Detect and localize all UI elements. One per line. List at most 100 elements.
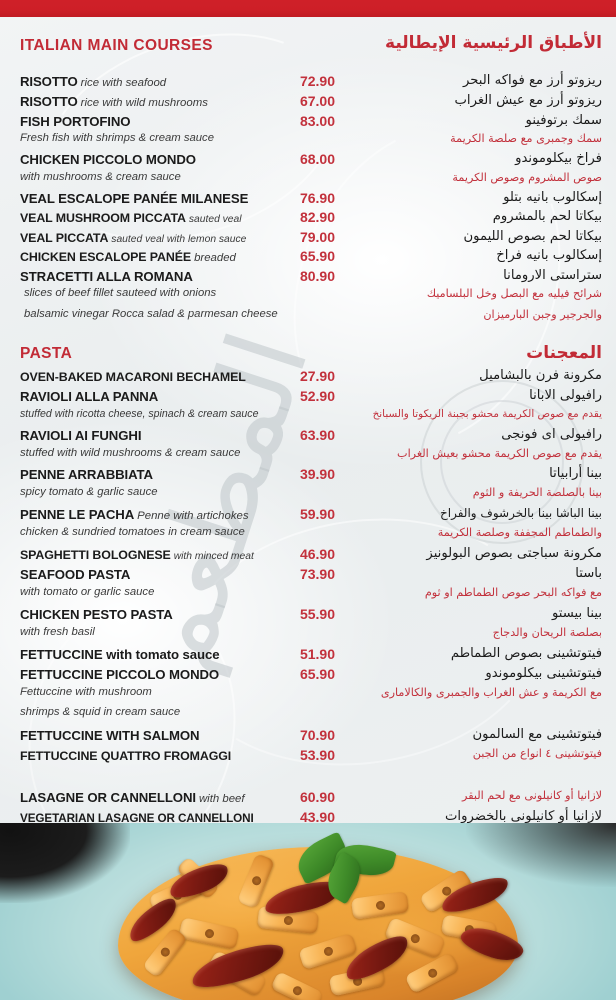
menu-row[interactable]: RAVIOLI AI FUNGHI 63.90 <box>20 428 335 448</box>
item-desc-inline: rice with seafood <box>80 77 167 89</box>
item-name-arabic: لازانيا أو كانيلونى بالخضروات <box>445 809 602 824</box>
menu-row[interactable]: OVEN-BAKED MACARONI BECHAMEL 27.90 <box>20 369 335 389</box>
item-name: OVEN-BAKED MACARONI BECHAMEL <box>20 370 246 384</box>
menu-row[interactable]: VEAL PICCATA sauted veal with lemon sauce… <box>20 230 335 249</box>
item-name-arabic: ريزوتو أرز مع عيش الغراب <box>454 93 602 108</box>
menu-row[interactable]: SPAGHETTI BOLOGNESE with minced meat 46.9… <box>20 547 335 567</box>
item-name-group: STRACETTI ALLA ROMANA <box>20 269 277 285</box>
menu-row[interactable]: FETTUCCINE PICCOLO MONDO 65.90 <box>20 667 335 687</box>
item-description: balsamic vinegar Rocca salad & parmesan … <box>24 308 278 320</box>
item-name: RISOTTO <box>20 94 78 109</box>
item-description-arabic <box>340 707 602 728</box>
item-name-arabic: مكرونة سباجتى بصوص البولونيز <box>426 546 602 561</box>
menu-row[interactable]: FETTUCCINE WITH SALMON 70.90 <box>20 728 335 748</box>
menu-row[interactable]: VEGETARIAN LASAGNE OR CANNELLONI 43.90 <box>20 810 335 830</box>
english-column: ITALIAN MAIN COURSES RISOTTO rice with se… <box>20 17 335 830</box>
item-name: VEAL MUSHROOM PICCATA <box>20 211 186 225</box>
item-name: FETTUCCINE QUATTRO FROMAGGI <box>20 749 232 763</box>
arabic-column: الأطباق الرئيسية الإيطالية ريزوتو أرز مع… <box>340 17 602 830</box>
item-desc-inline: breaded <box>194 252 236 264</box>
item-name-group: OVEN-BAKED MACARONI BECHAMEL <box>20 369 277 385</box>
menu-row[interactable]: VEAL MUSHROOM PICCATA sauted veal 82.90 <box>20 210 335 230</box>
menu-row[interactable]: PENNE LE PACHA Penne with artichokes 59.9… <box>20 507 335 527</box>
menu-row[interactable]: VEAL ESCALOPE PANÉE MILANESE 76.90 <box>20 191 335 210</box>
item-name-group: PENNE LE PACHA Penne with artichokes <box>20 507 277 523</box>
item-price: 68.00 <box>299 151 335 167</box>
item-name: CHICKEN PESTO PASTA <box>20 607 173 622</box>
item-name-arabic: بينا الباشا بينا بالخرشوف والفراخ <box>440 506 602 520</box>
photo-shadow-right <box>466 823 616 887</box>
item-desc-inline: sauted veal with lemon sauce <box>111 234 247 245</box>
item-name: FETTUCCINE PICCOLO MONDO <box>20 667 220 682</box>
item-name-group: RISOTTO rice with seafood <box>20 74 277 90</box>
item-price: 46.90 <box>299 546 335 562</box>
item-name-group: FETTUCCINE with tomato sauce <box>20 647 277 663</box>
item-price: 67.00 <box>299 93 335 109</box>
item-name-arabic: فيتوتشينى ٤ انواع من الجبن <box>472 747 602 760</box>
menu-row[interactable]: STRACETTI ALLA ROMANA 80.90 <box>20 269 335 288</box>
section-title-pasta-arabic: المعجنات <box>526 343 602 363</box>
pasta-photo <box>0 823 616 1000</box>
item-name: VEAL ESCALOPE PANÉE MILANESE <box>20 191 249 206</box>
item-price: 51.90 <box>299 646 335 662</box>
item-name-arabic: إسكالوب بانيه فراخ <box>496 248 602 263</box>
item-name: PENNE LE PACHA <box>20 507 135 522</box>
item-price: 53.90 <box>299 747 335 763</box>
section-title-italian-main-courses: ITALIAN MAIN COURSES <box>20 37 213 54</box>
item-name-arabic: سمك برتوفينو <box>525 113 603 128</box>
menu-row[interactable]: CHICKEN PICCOLO MONDO 68.00 <box>20 152 335 172</box>
menu-row[interactable]: FETTUCCINE QUATTRO FROMAGGI 53.90 <box>20 748 335 768</box>
item-name-group: CHICKEN PICCOLO MONDO <box>20 152 277 168</box>
menu-row[interactable]: SEAFOOD PASTA 73.90 <box>20 567 335 587</box>
item-price: 55.90 <box>299 606 335 622</box>
item-name-group: CHICKEN PESTO PASTA <box>20 607 277 623</box>
menu-row[interactable]: RISOTTO rice with wild mushrooms 67.00 <box>20 94 335 114</box>
menu-row[interactable]: RISOTTO rice with seafood 72.90 <box>20 74 335 94</box>
item-description: shrimps & squid in cream sauce <box>20 706 181 718</box>
item-name: FETTUCCINE WITH SALMON <box>20 728 200 743</box>
menu-row[interactable]: FISH PORTOFINO 83.00 <box>20 114 335 133</box>
menu-row[interactable]: FETTUCCINE with tomato sauce 51.90 <box>20 647 335 667</box>
menu-row[interactable]: RAVIOLI ALLA PANNA 52.90 <box>20 389 335 409</box>
item-description-arabic: مع الكريمة و عش الغراب والجمبرى والكالام… <box>380 686 602 699</box>
item-description-arabic: بينا بالصلصة الحريفة و الثوم <box>472 486 602 499</box>
menu-row[interactable]: PENNE ARRABBIATA 39.90 <box>20 467 335 487</box>
item-price: 60.90 <box>299 789 335 805</box>
item-price: 65.90 <box>299 666 335 682</box>
item-price: 83.00 <box>299 113 335 129</box>
item-name-arabic: مكرونة فرن بالبشاميل <box>479 368 602 383</box>
item-name-group: RISOTTO rice with wild mushrooms <box>20 94 277 110</box>
item-name-arabic: بينا بيستو <box>551 606 602 621</box>
item-description: stuffed with wild mushrooms & cream sauc… <box>20 447 241 459</box>
section-title-italian-main-courses-arabic: الأطباق الرئيسية الإيطالية <box>385 33 602 53</box>
item-name-arabic: باستا <box>575 566 602 581</box>
item-name: RISOTTO <box>20 74 78 89</box>
item-name: CHICKEN ESCALOPE PANÉE <box>20 250 192 264</box>
item-name-arabic: بينا أرابياتا <box>549 466 602 481</box>
item-description-arabic: سمك وجمبرى مع صلصة الكريمة <box>450 132 602 145</box>
item-desc-inline: rice with wild mushrooms <box>80 97 208 109</box>
section-title-pasta: PASTA <box>20 345 73 362</box>
photo-shadow-left <box>0 823 130 903</box>
item-description-arabic: شرائح فيليه مع البصل وخل البلساميك <box>426 287 602 300</box>
item-description: with fresh basil <box>20 626 95 638</box>
top-red-bar <box>0 0 616 17</box>
item-name-group: RAVIOLI ALLA PANNA <box>20 389 277 405</box>
item-name: LASAGNE OR CANNELLONI <box>20 790 196 805</box>
item-name-arabic: ستراستى الارومانا <box>503 268 602 283</box>
item-name-group: CHICKEN ESCALOPE PANÉE breaded <box>20 249 277 265</box>
menu-row[interactable]: CHICKEN ESCALOPE PANÉE breaded 65.90 <box>20 249 335 269</box>
item-description: with tomato or garlic sauce <box>20 586 155 598</box>
item-name: RAVIOLI AI FUNGHI <box>20 428 142 443</box>
item-name-arabic: رافيولى اى فونجى <box>501 427 602 442</box>
item-name: SPAGHETTI BOLOGNESE <box>20 548 171 562</box>
item-name-arabic: فراخ بيكلوموندو <box>515 151 602 166</box>
item-price: 72.90 <box>299 73 335 89</box>
item-name: RAVIOLI ALLA PANNA <box>20 389 159 404</box>
menu-row[interactable]: CHICKEN PESTO PASTA 55.90 <box>20 607 335 627</box>
item-name-arabic: فيتوتشينى بصوص الطماطم <box>450 646 602 661</box>
item-description-arabic: والطماطم المجففة وصلصة الكريمة <box>437 526 602 539</box>
item-name: VEAL PICCATA <box>20 231 109 245</box>
menu-row[interactable]: LASAGNE OR CANNELLONI with beef 60.90 <box>20 790 335 810</box>
